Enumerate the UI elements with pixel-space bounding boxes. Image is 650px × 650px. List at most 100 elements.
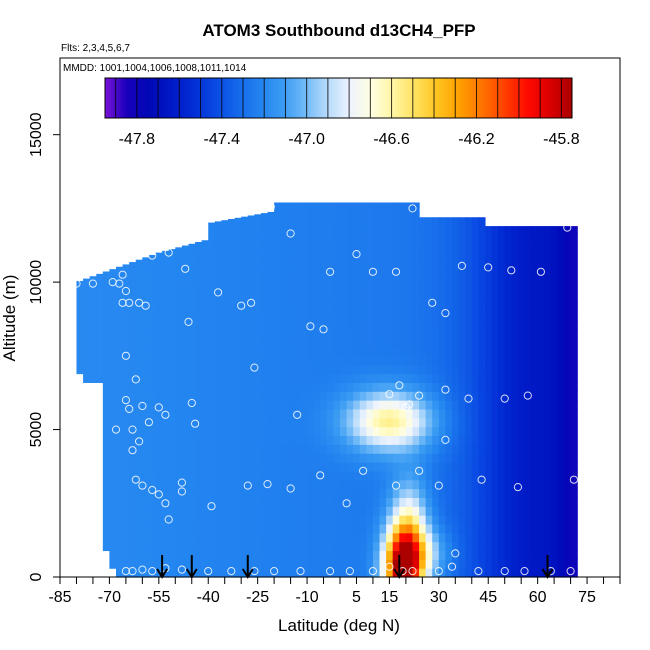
heatmap-cell bbox=[340, 568, 348, 578]
heatmap-cell bbox=[399, 470, 407, 481]
sample-point bbox=[566, 567, 575, 576]
heatmap-cell bbox=[333, 223, 341, 233]
colorbar-segment bbox=[561, 78, 564, 118]
heatmap-cell bbox=[484, 568, 493, 578]
heatmap-cell bbox=[564, 285, 572, 295]
heatmap-cell bbox=[557, 258, 565, 268]
heatmap-cell bbox=[412, 293, 420, 304]
heatmap-cell bbox=[405, 285, 414, 295]
heatmap-cell bbox=[234, 488, 242, 498]
heatmap-cell bbox=[116, 320, 124, 330]
heatmap-cell bbox=[531, 532, 539, 543]
heatmap-cell bbox=[214, 426, 223, 437]
heatmap-cell bbox=[313, 338, 321, 348]
heatmap-cell bbox=[511, 285, 519, 295]
heatmap-cell bbox=[511, 338, 519, 348]
heatmap-cell bbox=[458, 355, 466, 366]
heatmap-cell bbox=[293, 202, 302, 207]
colorbar-segment bbox=[463, 78, 467, 118]
heatmap-cell bbox=[188, 408, 196, 419]
heatmap-cell bbox=[564, 444, 572, 454]
heatmap-cell bbox=[83, 320, 91, 330]
heatmap-cell bbox=[550, 355, 559, 366]
heatmap-cell bbox=[228, 249, 236, 260]
heatmap-cell bbox=[175, 408, 183, 419]
heatmap-cell bbox=[517, 226, 526, 233]
heatmap-cell bbox=[188, 515, 196, 525]
heatmap-cell bbox=[386, 346, 394, 357]
heatmap-cell bbox=[511, 461, 519, 472]
heatmap-cell bbox=[313, 240, 321, 251]
heatmap-cell bbox=[425, 320, 433, 330]
heatmap-cell bbox=[504, 355, 512, 366]
heatmap-cell bbox=[129, 417, 137, 428]
heatmap-cell bbox=[142, 541, 150, 552]
heatmap-cell bbox=[550, 338, 559, 348]
heatmap-cell bbox=[452, 217, 460, 224]
heatmap-cell bbox=[524, 559, 532, 569]
heatmap-cell bbox=[372, 346, 381, 357]
heatmap-cell bbox=[228, 285, 236, 295]
heatmap-cell bbox=[412, 515, 420, 525]
colorbar-segment bbox=[453, 78, 456, 118]
heatmap-cell bbox=[425, 302, 433, 313]
heatmap-cell bbox=[201, 364, 209, 375]
heatmap-cell bbox=[307, 223, 315, 233]
heatmap-cell bbox=[465, 532, 473, 543]
heatmap-cell bbox=[280, 515, 288, 525]
heatmap-cell bbox=[425, 426, 433, 437]
heatmap-cell bbox=[260, 444, 269, 454]
heatmap-cell bbox=[135, 338, 143, 348]
heatmap-cell bbox=[320, 258, 328, 268]
heatmap-cell bbox=[208, 382, 216, 392]
colorbar-segment bbox=[274, 78, 278, 118]
heatmap-cell bbox=[340, 541, 348, 552]
heatmap-cell bbox=[425, 408, 433, 419]
heatmap-cell bbox=[320, 523, 328, 534]
heatmap-cell bbox=[148, 497, 157, 507]
heatmap-cell bbox=[346, 355, 354, 366]
heatmap-cell bbox=[570, 226, 578, 233]
heatmap-cell bbox=[432, 470, 440, 481]
x-tick-label: -10 bbox=[295, 589, 318, 606]
heatmap-cell bbox=[300, 408, 308, 419]
heatmap-cell bbox=[346, 426, 354, 437]
heatmap-cell bbox=[241, 231, 249, 242]
heatmap-cell bbox=[221, 408, 229, 419]
heatmap-cell bbox=[129, 400, 137, 410]
heatmap-cell bbox=[471, 364, 479, 375]
heatmap-cell bbox=[484, 541, 493, 552]
heatmap-cell bbox=[471, 550, 479, 560]
heatmap-cell bbox=[135, 267, 143, 277]
heatmap-cell bbox=[438, 506, 447, 516]
heatmap-cell bbox=[340, 364, 348, 375]
heatmap-cell bbox=[564, 523, 572, 534]
heatmap-cell bbox=[333, 355, 341, 366]
heatmap-cell bbox=[168, 488, 176, 498]
heatmap-cell bbox=[228, 240, 236, 251]
heatmap-cell bbox=[372, 258, 381, 268]
colorbar-segment bbox=[132, 78, 136, 118]
heatmap-cell bbox=[452, 408, 460, 419]
colorbar-segment bbox=[189, 78, 193, 118]
heatmap-cell bbox=[379, 320, 387, 330]
heatmap-cell bbox=[267, 249, 275, 260]
heatmap-cell bbox=[405, 541, 414, 552]
heatmap-cell bbox=[353, 453, 361, 463]
heatmap-cell bbox=[326, 497, 335, 507]
heatmap-cell bbox=[274, 417, 282, 428]
sample-point bbox=[144, 418, 153, 427]
heatmap-cell bbox=[267, 231, 275, 242]
heatmap-cell bbox=[287, 276, 295, 286]
heatmap-cell bbox=[260, 311, 269, 322]
heatmap-cell bbox=[208, 329, 216, 339]
heatmap-cell bbox=[122, 408, 130, 419]
heatmap-cell bbox=[465, 453, 473, 463]
heatmap-cell bbox=[452, 382, 460, 392]
heatmap-cell bbox=[399, 488, 407, 498]
heatmap-cell bbox=[214, 497, 223, 507]
heatmap-cell bbox=[366, 202, 374, 207]
heatmap-cell bbox=[504, 249, 512, 260]
heatmap-cell bbox=[366, 364, 374, 375]
